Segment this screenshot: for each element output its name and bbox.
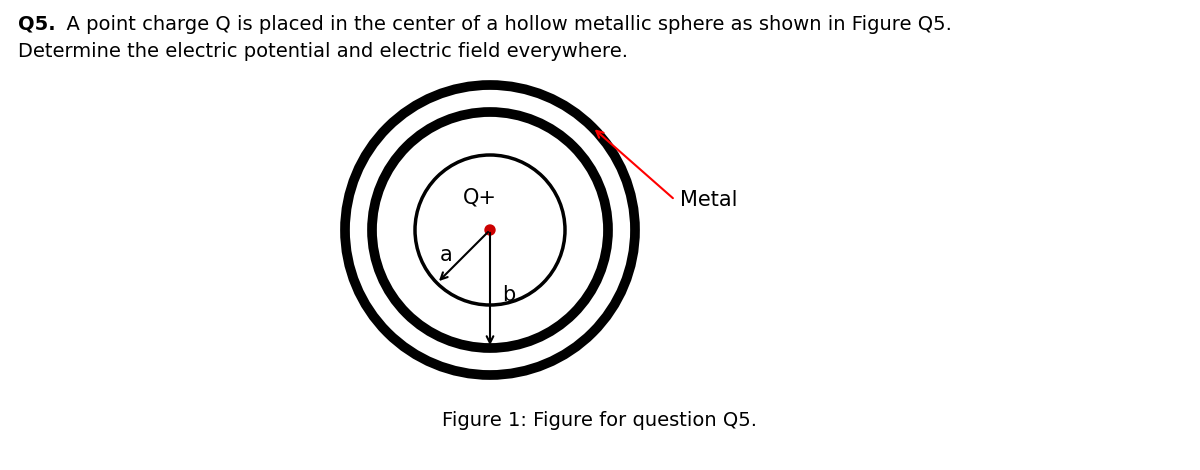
- Text: Figure 1: Figure for question Q5.: Figure 1: Figure for question Q5.: [443, 411, 757, 430]
- Text: Determine the electric potential and electric field everywhere.: Determine the electric potential and ele…: [18, 42, 628, 61]
- Text: b: b: [502, 285, 515, 305]
- Circle shape: [485, 225, 496, 235]
- Text: Q5.: Q5.: [18, 15, 55, 34]
- Text: Q+: Q+: [463, 188, 497, 208]
- Text: Metal: Metal: [680, 190, 738, 210]
- Circle shape: [376, 116, 605, 345]
- Text: A point charge Q is placed in the center of a hollow metallic sphere as shown in: A point charge Q is placed in the center…: [54, 15, 952, 34]
- Text: a: a: [440, 245, 452, 265]
